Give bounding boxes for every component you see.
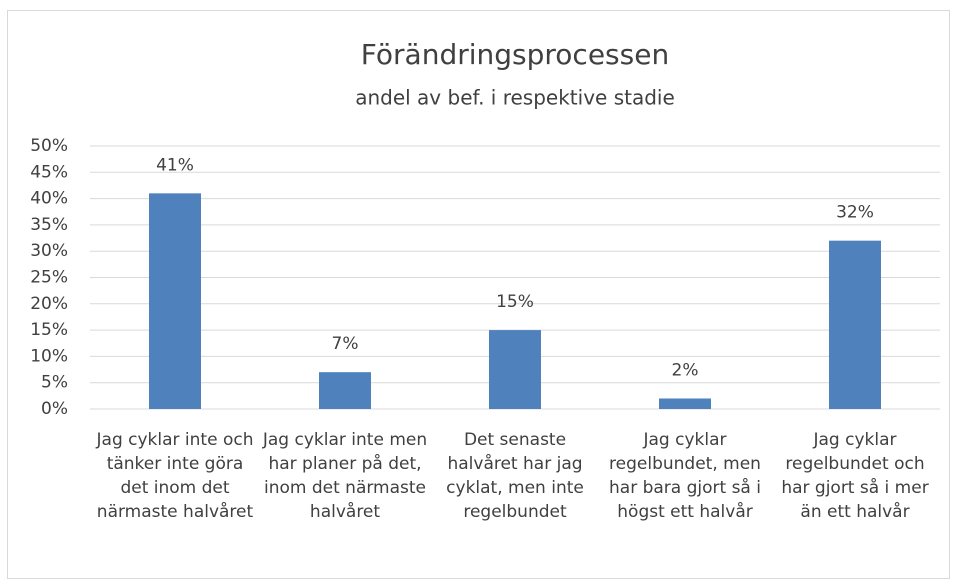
x-tick-label: Jag cyklar regelbundet och har gjort så …	[781, 430, 929, 522]
y-tick-label: 10%	[30, 346, 68, 366]
data-label: 15%	[496, 292, 534, 312]
bar	[319, 372, 371, 409]
y-tick-label: 15%	[30, 320, 68, 340]
bar	[829, 240, 881, 409]
y-tick-label: 40%	[30, 189, 68, 209]
data-label: 2%	[672, 360, 699, 380]
x-tick-label: Jag cyklar inte och tänker inte göra det…	[96, 430, 254, 522]
x-tick-label: Det senaste halvåret har jag cyklat, men…	[446, 430, 584, 522]
y-tick-label: 0%	[41, 399, 68, 419]
bar	[149, 193, 201, 409]
data-label: 7%	[332, 334, 359, 354]
x-tick-label: Jag cyklar inte men har planer på det, i…	[262, 430, 428, 522]
y-tick-label: 30%	[30, 241, 68, 261]
y-tick-label: 5%	[41, 373, 68, 393]
bar	[489, 330, 541, 409]
y-tick-label: 20%	[30, 294, 68, 314]
chart-title: Förändringsprocessen	[361, 38, 669, 71]
y-tick-label: 25%	[30, 268, 68, 288]
data-label: 32%	[836, 203, 874, 223]
y-tick-label: 45%	[30, 162, 68, 182]
y-tick-label: 35%	[30, 215, 68, 235]
x-tick-label: Jag cyklar regelbundet, men har bara gjo…	[609, 430, 761, 522]
y-tick-label: 50%	[30, 136, 68, 156]
bar	[659, 398, 711, 409]
chart-subtitle: andel av bef. i respektive stadie	[355, 86, 675, 110]
data-label: 41%	[156, 155, 194, 175]
